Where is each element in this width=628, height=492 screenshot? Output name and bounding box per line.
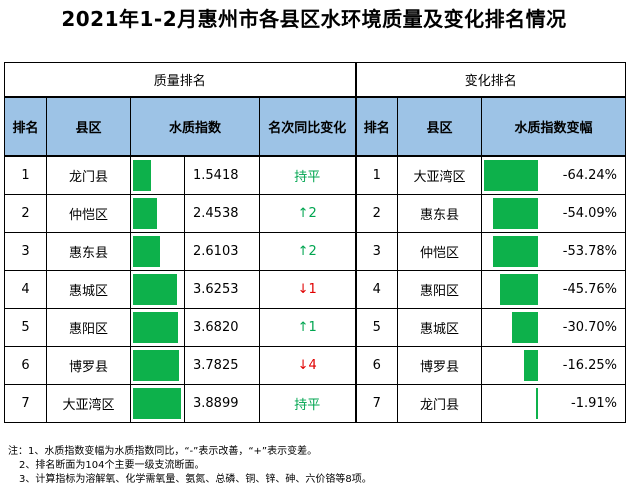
ranking-table: 质量排名 变化排名 排名 县区 水质指数 名次同比变化 排名 县区 水质指数变幅… (4, 62, 627, 423)
district-cell: 惠阳区 (46, 308, 131, 347)
wqi-value-cell: 1.5418 (184, 155, 260, 195)
wqi-change-value: -54.09% (562, 206, 618, 221)
rank-cell: 5 (4, 308, 47, 347)
wqi-change-value: -16.25% (562, 358, 618, 373)
rank-cell: 2 (4, 194, 47, 233)
rank-cell: 3 (355, 232, 398, 271)
table-row: 3 惠东县 2.6103 ↑2 3 仲恺区 -53.78% (4, 232, 627, 271)
wqi-change-value: -64.24% (562, 168, 618, 183)
footnotes: 注：1、水质指数变幅为水质指数同比，“-”表示改善，“+”表示变差。 2、排名断… (8, 445, 372, 487)
wqi-bar-cell (130, 270, 185, 309)
district-cell: 惠东县 (46, 232, 131, 271)
district-cell: 仲恺区 (46, 194, 131, 233)
wqi-change-cell: -45.76% (480, 270, 627, 309)
district-cell: 大亚湾区 (46, 384, 131, 423)
wqi-bar (133, 350, 179, 381)
district-cell: 仲恺区 (397, 232, 482, 271)
rank-change-cell: ↓1 (259, 270, 357, 309)
wqi-value-cell: 3.8899 (184, 384, 260, 423)
rank-cell: 5 (355, 308, 398, 347)
district-cell: 龙门县 (397, 384, 482, 423)
table-row: 6 博罗县 3.7825 ↓4 6 博罗县 -16.25% (4, 346, 627, 385)
rank-change-cell: ↓4 (259, 346, 357, 385)
table-row: 1 龙门县 1.5418 持平 1 大亚湾区 -64.24% (4, 155, 627, 195)
table-row: 7 大亚湾区 3.8899 持平 7 龙门县 -1.91% (4, 384, 627, 423)
rank-cell: 2 (355, 194, 398, 233)
wqi-bar-cell (130, 155, 185, 195)
district-cell: 博罗县 (46, 346, 131, 385)
wqi-bar-cell (130, 346, 185, 385)
footnote: 2、排名断面为104个主要一级支流断面。 (19, 460, 205, 471)
footnote: 注：1、水质指数变幅为水质指数同比，“-”表示改善，“+”表示变差。 (8, 446, 318, 457)
district-cell: 惠阳区 (397, 270, 482, 309)
rank-cell: 4 (4, 270, 47, 309)
group-change-header: 变化排名 (354, 62, 627, 98)
table-row: 4 惠城区 3.6253 ↓1 4 惠阳区 -45.76% (4, 270, 627, 309)
wqi-change-cell: -30.70% (480, 308, 627, 347)
wqi-change-bar (493, 198, 538, 229)
col-rank2: 排名 (355, 96, 398, 157)
wqi-value-cell: 2.4538 (184, 194, 260, 233)
col-wqi: 水质指数 (130, 96, 260, 157)
wqi-change-bar (493, 236, 538, 267)
rank-cell: 7 (4, 384, 47, 423)
col-district2: 县区 (397, 96, 482, 157)
rank-cell: 4 (355, 270, 398, 309)
wqi-value-cell: 3.6820 (184, 308, 260, 347)
wqi-change-cell: -54.09% (480, 194, 627, 233)
wqi-change-cell: -1.91% (480, 384, 627, 423)
rank-cell: 6 (355, 346, 398, 385)
district-cell: 博罗县 (397, 346, 482, 385)
wqi-bar-cell (130, 384, 185, 423)
rank-change-cell: 持平 (259, 384, 357, 423)
district-cell: 惠城区 (46, 270, 131, 309)
wqi-change-bar (512, 312, 538, 343)
wqi-change-value: -53.78% (562, 244, 618, 259)
wqi-change-value: -30.70% (562, 320, 618, 335)
rank-change-cell: 持平 (259, 155, 357, 195)
wqi-bar-cell (130, 194, 185, 233)
rank-cell: 3 (4, 232, 47, 271)
district-cell: 惠城区 (397, 308, 482, 347)
wqi-change-value: -1.91% (571, 396, 618, 411)
wqi-change-cell: -16.25% (480, 346, 627, 385)
rank-cell: 1 (4, 155, 47, 195)
wqi-change-bar (536, 388, 538, 419)
rank-cell: 1 (355, 155, 398, 195)
wqi-value-cell: 3.7825 (184, 346, 260, 385)
wqi-change-cell: -53.78% (480, 232, 627, 271)
rank-cell: 6 (4, 346, 47, 385)
wqi-value-cell: 2.6103 (184, 232, 260, 271)
wqi-bar (133, 312, 178, 343)
col-wqi-change: 水质指数变幅 (480, 96, 627, 157)
wqi-bar (133, 388, 181, 419)
rank-cell: 7 (355, 384, 398, 423)
district-cell: 龙门县 (46, 155, 131, 195)
rank-change-cell: ↑2 (259, 232, 357, 271)
district-cell: 大亚湾区 (397, 155, 482, 195)
wqi-value-cell: 3.6253 (184, 270, 260, 309)
district-cell: 惠东县 (397, 194, 482, 233)
wqi-bar (133, 274, 177, 305)
wqi-bar (133, 160, 151, 191)
group-quality-header: 质量排名 (4, 62, 357, 98)
col-district: 县区 (46, 96, 131, 157)
wqi-change-value: -45.76% (562, 282, 618, 297)
footnote: 3、计算指标为溶解氧、化学需氧量、氨氮、总磷、铜、锌、砷、六价铬等8项。 (19, 474, 372, 485)
wqi-change-cell: -64.24% (480, 155, 627, 195)
table-row: 5 惠阳区 3.6820 ↑1 5 惠城区 -30.70% (4, 308, 627, 347)
rank-change-cell: ↑2 (259, 194, 357, 233)
table-row: 2 仲恺区 2.4538 ↑2 2 惠东县 -54.09% (4, 194, 627, 233)
col-rank-change: 名次同比变化 (259, 96, 357, 157)
wqi-bar (133, 236, 160, 267)
wqi-bar-cell (130, 232, 185, 271)
wqi-change-bar (524, 350, 538, 381)
wqi-bar (133, 198, 157, 229)
col-rank: 排名 (4, 96, 47, 157)
wqi-change-bar (500, 274, 538, 305)
rank-change-cell: ↑1 (259, 308, 357, 347)
wqi-change-bar (484, 160, 538, 191)
page-title: 2021年1-2月惠州市各县区水环境质量及变化排名情况 (61, 7, 567, 31)
wqi-bar-cell (130, 308, 185, 347)
